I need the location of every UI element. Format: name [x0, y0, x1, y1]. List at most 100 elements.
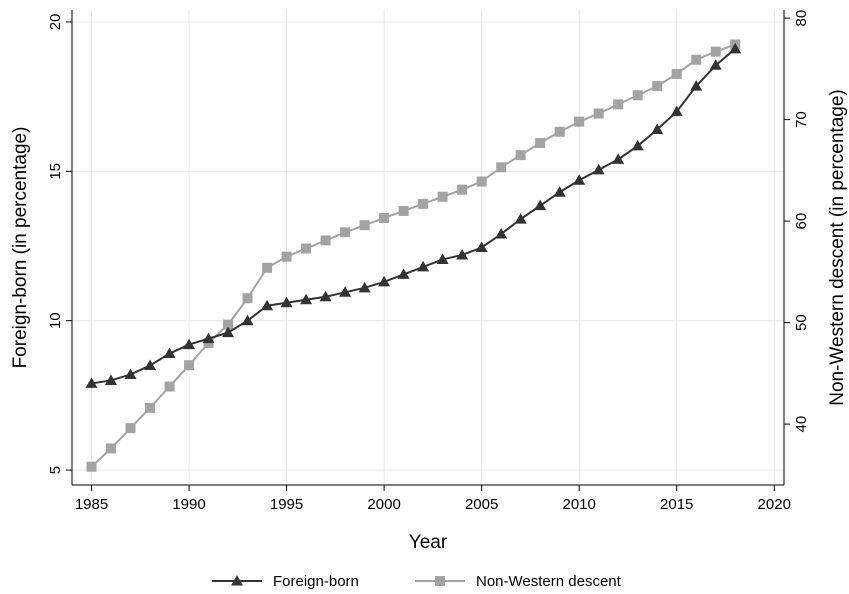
data-point-non-western-descent	[554, 126, 565, 137]
data-point-non-western-descent	[437, 191, 448, 202]
data-point-non-western-descent	[710, 46, 721, 57]
data-point-non-western-descent	[281, 251, 292, 262]
data-point-non-western-descent	[262, 262, 273, 273]
data-point-foreign-born	[573, 174, 586, 185]
data-point-foreign-born	[183, 338, 196, 350]
data-point-non-western-descent	[301, 243, 312, 254]
right-y-tick-label: 60	[793, 213, 810, 230]
data-point-foreign-born	[241, 314, 254, 326]
left-y-axis-title: Foreign-born (in percentage)	[10, 127, 31, 369]
data-point-non-western-descent	[496, 162, 507, 173]
right-y-axis-title: Non-Western descent (in percentage)	[827, 89, 848, 405]
data-point-foreign-born	[339, 286, 352, 297]
data-point-non-western-descent	[340, 227, 351, 238]
data-point-foreign-born	[378, 275, 391, 287]
data-point-non-western-descent	[652, 81, 663, 92]
x-axis-title: Year	[409, 532, 448, 553]
legend-item-foreign-born: Foreign-born	[212, 573, 359, 590]
legend-triangle-marker	[231, 575, 243, 586]
data-point-foreign-born	[670, 105, 683, 117]
data-point-foreign-born	[105, 374, 118, 385]
data-point-foreign-born	[456, 248, 469, 260]
data-point-foreign-born	[202, 332, 215, 344]
right-y-tick-label: 80	[793, 10, 810, 27]
data-point-non-western-descent	[359, 220, 370, 231]
data-point-foreign-born	[729, 42, 742, 54]
data-point-foreign-born	[261, 299, 274, 311]
data-point-non-western-descent	[164, 381, 175, 392]
data-point-non-western-descent	[691, 54, 702, 65]
data-point-non-western-descent	[379, 213, 390, 224]
series-line-foreign-born	[91, 48, 736, 385]
data-point-non-western-descent	[86, 461, 97, 472]
data-point-non-western-descent	[125, 423, 136, 434]
data-point-non-western-descent	[184, 360, 195, 371]
data-point-non-western-descent	[632, 90, 643, 101]
data-point-foreign-born	[631, 139, 644, 151]
left-y-tick-label: 15	[47, 163, 64, 180]
x-tick-label: 2000	[367, 496, 400, 513]
data-point-non-western-descent	[515, 150, 526, 161]
data-point-non-western-descent	[535, 137, 546, 148]
data-point-foreign-born	[358, 281, 371, 293]
x-tick-label: 2020	[758, 496, 791, 513]
x-tick-label: 1995	[270, 496, 303, 513]
data-point-non-western-descent	[613, 99, 624, 110]
data-point-foreign-born	[280, 296, 293, 308]
data-point-foreign-born	[651, 123, 664, 134]
data-point-foreign-born	[514, 213, 527, 224]
data-point-foreign-born	[534, 199, 547, 211]
data-point-foreign-born	[709, 59, 722, 70]
data-point-foreign-born	[222, 326, 235, 338]
data-point-non-western-descent	[242, 293, 253, 304]
x-tick-label: 2010	[562, 496, 595, 513]
data-point-foreign-born	[85, 377, 98, 388]
series-layer	[85, 39, 742, 472]
legend-label-foreign-born: Foreign-born	[273, 573, 359, 590]
x-tick-label: 2015	[660, 496, 693, 513]
right-y-tick-label: 40	[793, 416, 810, 433]
data-point-foreign-born	[319, 290, 332, 302]
data-point-non-western-descent	[476, 176, 487, 187]
right-y-tick-label: 70	[793, 111, 810, 128]
gridlines	[72, 10, 784, 485]
data-point-non-western-descent	[593, 108, 604, 119]
data-point-non-western-descent	[223, 319, 234, 330]
legend-item-non-western-descent: Non-Western descent	[415, 573, 622, 590]
data-point-foreign-born	[475, 241, 488, 252]
data-point-foreign-born	[553, 186, 566, 197]
right-y-tick-label: 50	[793, 314, 810, 331]
data-point-foreign-born	[144, 359, 157, 371]
legend-label-non-western-descent: Non-Western descent	[476, 573, 622, 590]
data-point-foreign-born	[300, 293, 313, 305]
left-y-tick-label: 5	[47, 466, 64, 474]
x-tick-label: 1985	[75, 496, 108, 513]
data-point-non-western-descent	[574, 116, 585, 127]
data-point-non-western-descent	[106, 443, 117, 454]
data-point-foreign-born	[436, 253, 449, 264]
x-tick-label: 1990	[172, 496, 205, 513]
data-point-foreign-born	[163, 347, 176, 359]
data-point-foreign-born	[397, 268, 410, 279]
legend-square-marker	[435, 576, 445, 586]
data-point-non-western-descent	[145, 402, 156, 413]
data-point-non-western-descent	[457, 184, 468, 195]
x-tick-label: 2005	[465, 496, 498, 513]
data-point-foreign-born	[690, 80, 703, 91]
data-point-foreign-born	[612, 153, 625, 164]
left-y-tick-label: 10	[47, 312, 64, 329]
data-point-non-western-descent	[398, 205, 409, 216]
data-point-foreign-born	[495, 228, 508, 239]
legend: Foreign-born Non-Western descent	[212, 573, 622, 590]
series-line-non-western-descent	[90, 43, 736, 468]
data-point-non-western-descent	[671, 68, 682, 79]
data-point-non-western-descent	[320, 235, 331, 246]
left-y-tick-label: 20	[47, 14, 64, 31]
data-point-foreign-born	[592, 163, 605, 175]
axes: 1985 1990 1995 2000 2005 2010 2015 2020 5 10 15 20 4…	[47, 10, 810, 513]
data-point-foreign-born	[124, 368, 137, 379]
data-point-non-western-descent	[418, 198, 429, 209]
data-point-foreign-born	[417, 260, 430, 272]
